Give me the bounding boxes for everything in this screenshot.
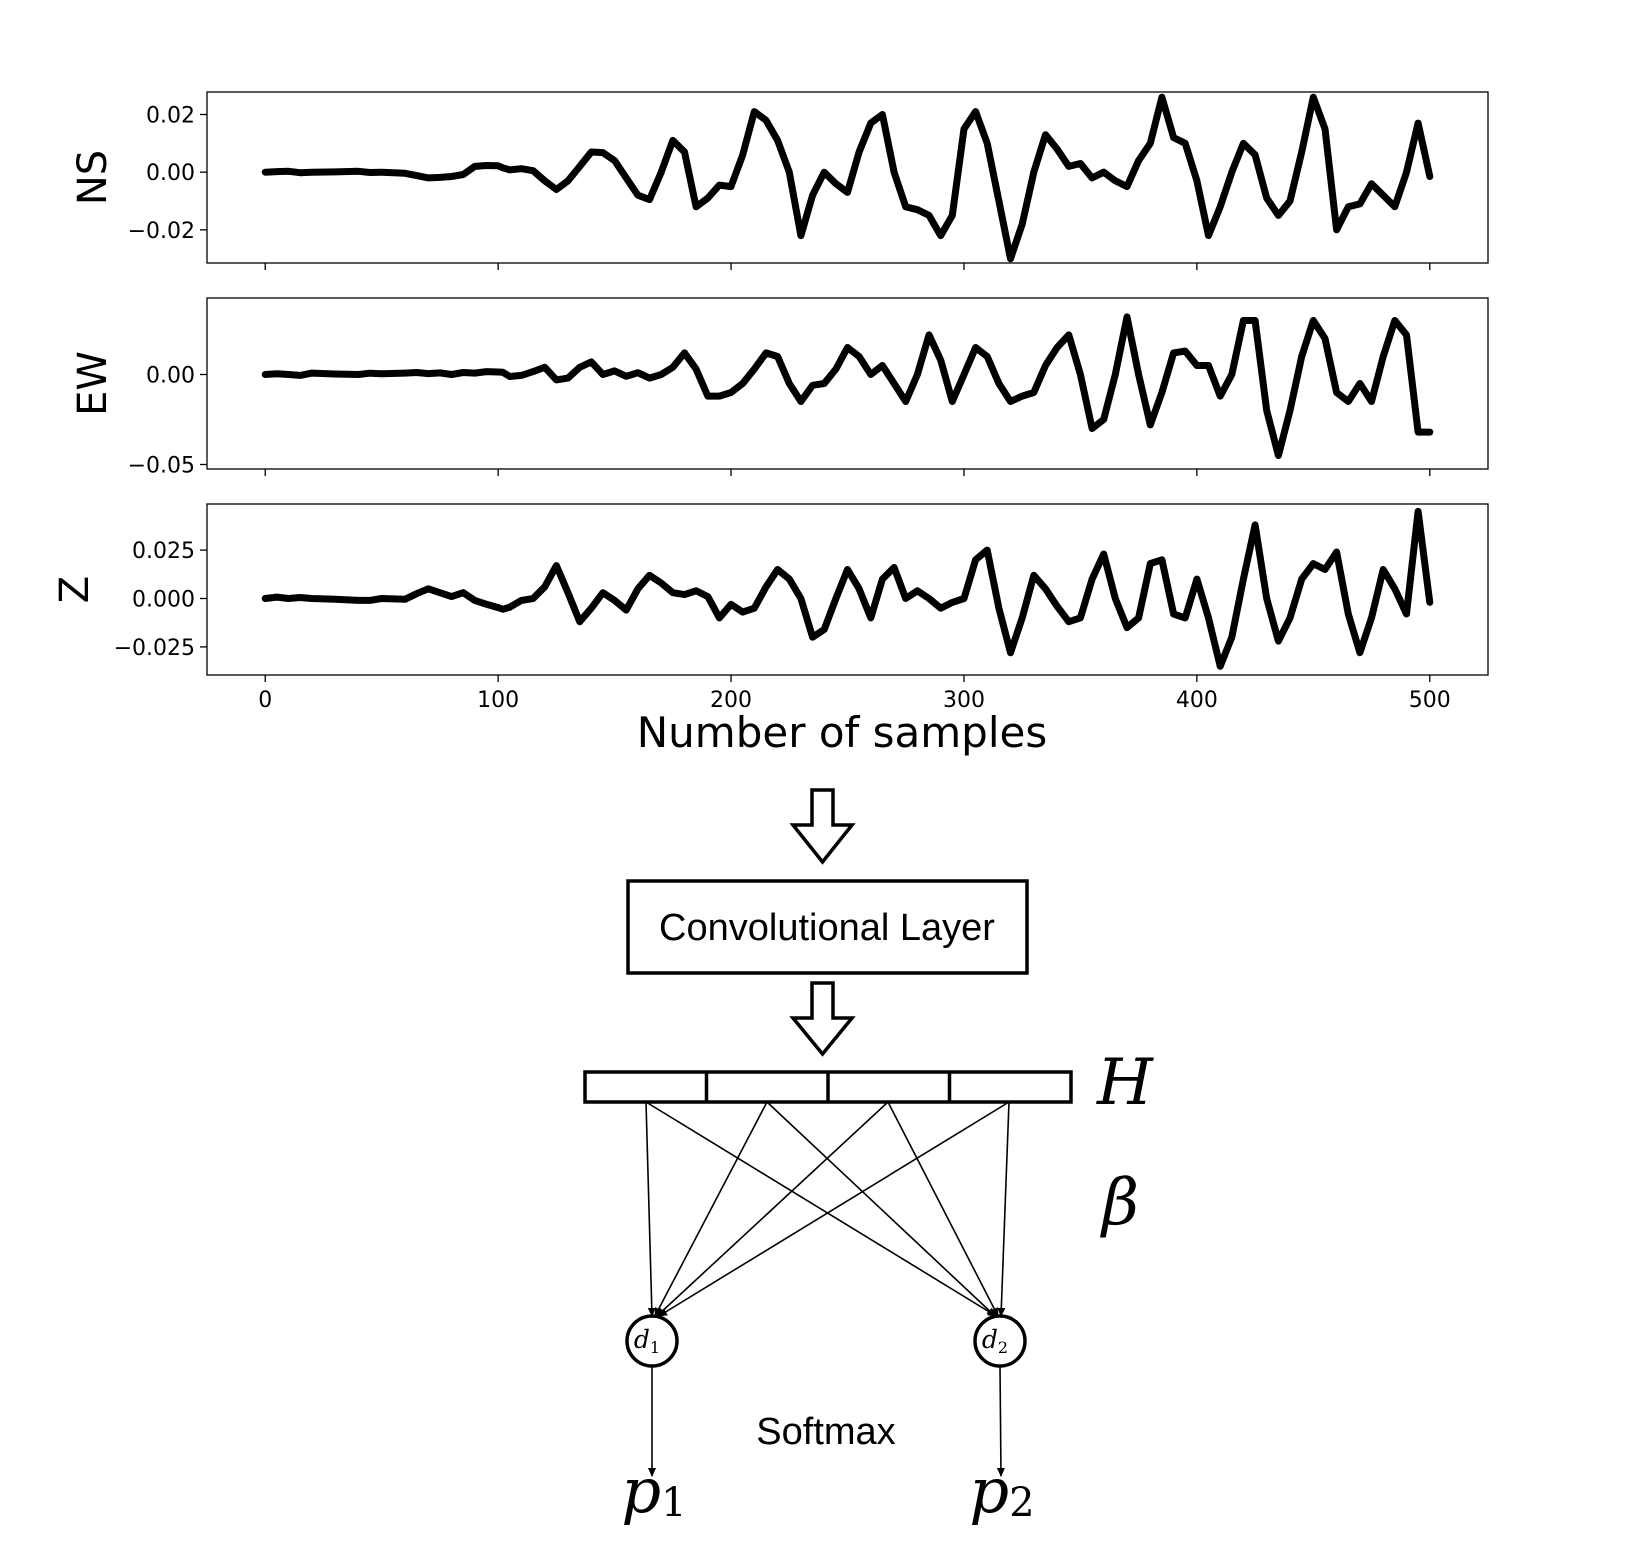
x-tick-label: 500 <box>1409 688 1451 713</box>
x-axis-label: Number of samples <box>637 708 1047 757</box>
plot-frame <box>206 503 1489 676</box>
output-subscript: 2 <box>1009 1480 1034 1526</box>
down-arrow-icon <box>789 788 856 865</box>
svg-text:d1: d1 <box>634 1325 660 1357</box>
ew-trace <box>261 313 1434 459</box>
down-arrow-icon <box>789 981 856 1057</box>
x-tick-label: 0 <box>258 688 272 713</box>
output-node-d2: d2 <box>973 1314 1027 1368</box>
y-tick-label: 0.02 <box>146 103 195 128</box>
y-ticks: 0.025 0.000 −0.025 <box>114 539 207 661</box>
output-p1: p1 <box>621 1454 686 1527</box>
x-tick-label: 100 <box>477 688 519 713</box>
y-tick-label: 0.025 <box>132 539 195 564</box>
x-ticks <box>264 469 1431 476</box>
hidden-vector-h <box>583 1070 1073 1104</box>
y-tick-label: 0.00 <box>146 161 195 186</box>
chart-panel-ew: 0.00 −0.05 EW <box>70 297 1489 479</box>
y-axis-label: Z <box>52 576 98 603</box>
y-ticks: 0.02 0.00 −0.02 <box>128 103 207 244</box>
softmax-arrow-2 <box>996 1365 1005 1477</box>
y-axis-label: EW <box>70 351 116 416</box>
y-tick-label: −0.025 <box>114 636 195 661</box>
y-ticks: 0.00 −0.05 <box>128 364 207 479</box>
node-subscript: 2 <box>998 1338 1008 1357</box>
y-axis-label: NS <box>70 150 116 205</box>
ns-trace <box>261 93 1434 263</box>
chart-panel-ns: 0.02 0.00 −0.02 NS <box>70 91 1489 270</box>
x-ticks: 0 100 200 300 400 500 <box>258 675 1451 713</box>
y-tick-label: −0.02 <box>128 219 195 244</box>
beta-weights <box>645 1101 1010 1317</box>
y-tick-label: −0.05 <box>128 454 195 479</box>
convolutional-layer-box: Convolutional Layer <box>626 879 1029 975</box>
node-variable: d <box>982 1325 998 1354</box>
y-tick-label: 0.000 <box>132 588 195 613</box>
chart-panel-z: 0.025 0.000 −0.025 0 100 200 300 400 500 Z <box>52 503 1489 713</box>
z-trace <box>261 507 1434 670</box>
output-p2: p2 <box>969 1454 1034 1527</box>
output-variable: p <box>969 1454 1009 1527</box>
node-subscript: 1 <box>650 1338 660 1357</box>
x-tick-label: 400 <box>1176 688 1218 713</box>
output-variable: p <box>621 1454 661 1527</box>
convolutional-layer-label: Convolutional Layer <box>659 907 995 949</box>
h-label: H <box>1096 1046 1154 1120</box>
plot-frame <box>206 91 1489 264</box>
output-subscript: 1 <box>661 1480 686 1526</box>
y-tick-label: 0.00 <box>146 364 195 389</box>
softmax-label: Softmax <box>756 1411 895 1453</box>
x-ticks <box>264 263 1431 270</box>
x-tick-label: 300 <box>943 688 985 713</box>
beta-label: β <box>1100 1166 1139 1240</box>
x-tick-label: 200 <box>710 688 752 713</box>
plot-frame <box>206 297 1489 470</box>
node-variable: d <box>634 1325 650 1354</box>
svg-text:d2: d2 <box>982 1325 1008 1357</box>
output-node-d1: d1 <box>625 1314 679 1368</box>
